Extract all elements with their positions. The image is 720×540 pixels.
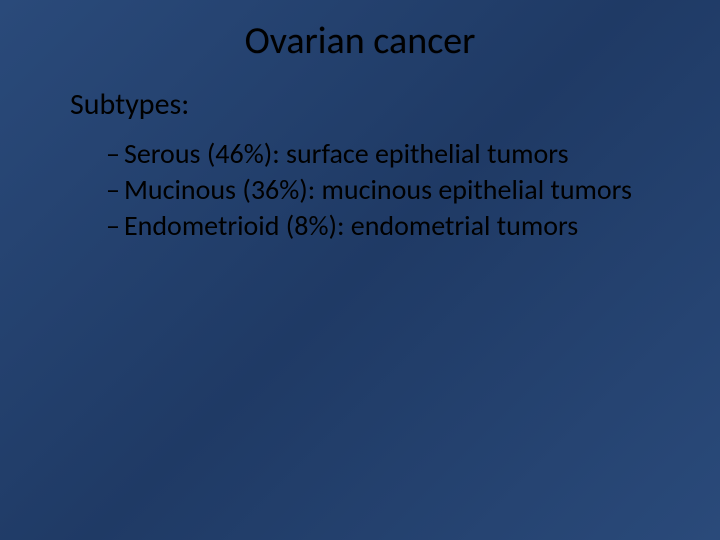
bullet-dash-icon: – xyxy=(106,209,124,243)
slide: Ovarian cancer Subtypes: – Serous (46%):… xyxy=(0,0,720,540)
list-item: – Mucinous (36%): mucinous epithelial tu… xyxy=(106,173,660,207)
list-item: – Serous (46%): surface epithelial tumor… xyxy=(106,137,660,171)
content-area: Subtypes: – Serous (46%): surface epithe… xyxy=(0,86,720,243)
bullet-dash-icon: – xyxy=(106,173,124,207)
bullet-text: Serous (46%): surface epithelial tumors xyxy=(124,137,660,171)
bullet-dash-icon: – xyxy=(106,137,124,171)
list-item: – Endometrioid (8%): endometrial tumors xyxy=(106,209,660,243)
subtitle: Subtypes: xyxy=(70,86,660,123)
bullet-text: Endometrioid (8%): endometrial tumors xyxy=(124,209,660,243)
slide-title: Ovarian cancer xyxy=(0,0,720,86)
bullet-text: Mucinous (36%): mucinous epithelial tumo… xyxy=(124,173,660,207)
bullet-list: – Serous (46%): surface epithelial tumor… xyxy=(70,137,660,243)
